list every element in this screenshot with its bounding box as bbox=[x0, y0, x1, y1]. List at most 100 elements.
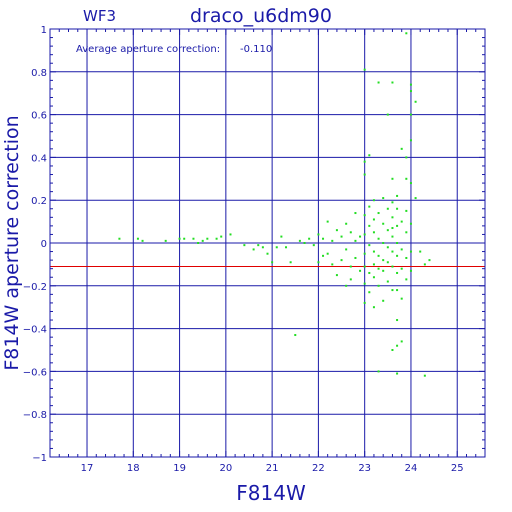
x-axis-label: F814W bbox=[236, 481, 306, 505]
data-point bbox=[368, 291, 371, 294]
data-point bbox=[391, 81, 394, 84]
data-point bbox=[289, 261, 292, 264]
data-point bbox=[391, 235, 394, 238]
data-point bbox=[220, 235, 223, 238]
data-point bbox=[382, 269, 385, 272]
data-point bbox=[386, 261, 389, 264]
y-tick-label: 0 bbox=[41, 239, 47, 250]
data-point bbox=[368, 244, 371, 247]
data-point bbox=[317, 233, 320, 236]
data-point bbox=[423, 263, 426, 266]
x-tick-label: 25 bbox=[451, 463, 464, 474]
data-point bbox=[409, 182, 412, 185]
detector-label: WF3 bbox=[83, 7, 116, 25]
data-point bbox=[363, 265, 366, 268]
data-point bbox=[345, 284, 348, 287]
data-point bbox=[141, 239, 144, 242]
data-point bbox=[368, 224, 371, 227]
data-point bbox=[391, 227, 394, 230]
data-point bbox=[377, 284, 380, 287]
x-tick-label: 17 bbox=[81, 463, 94, 474]
data-point bbox=[382, 242, 385, 244]
data-point bbox=[396, 242, 399, 244]
data-point bbox=[409, 222, 412, 225]
y-tick-label: −0.8 bbox=[23, 410, 47, 421]
y-tick-label: 1 bbox=[41, 25, 47, 36]
data-point bbox=[400, 220, 403, 223]
data-point bbox=[396, 319, 399, 322]
y-tick-label: −0.4 bbox=[23, 325, 47, 336]
y-axis-label: F814W aperture correction bbox=[1, 115, 23, 370]
data-point bbox=[405, 231, 408, 234]
data-point bbox=[275, 246, 278, 249]
data-point bbox=[285, 246, 288, 249]
y-tick-label: −0.2 bbox=[23, 282, 47, 293]
data-point bbox=[372, 250, 375, 253]
data-point bbox=[192, 237, 195, 240]
data-point bbox=[382, 197, 385, 200]
x-tick-label: 22 bbox=[312, 463, 325, 474]
data-point bbox=[363, 214, 366, 217]
data-point bbox=[391, 250, 394, 253]
data-point bbox=[400, 267, 403, 270]
y-tick-label: 0.8 bbox=[31, 68, 47, 79]
y-tick-label: 0.4 bbox=[31, 153, 47, 164]
y-tick-label: −1 bbox=[32, 453, 47, 464]
data-point bbox=[354, 239, 357, 242]
data-point bbox=[391, 349, 394, 351]
data-point bbox=[368, 205, 371, 208]
data-point bbox=[372, 231, 375, 234]
grid-lines bbox=[50, 29, 485, 457]
data-point bbox=[178, 237, 181, 240]
data-point bbox=[261, 246, 264, 249]
data-point bbox=[423, 374, 426, 377]
data-point bbox=[271, 261, 274, 264]
data-point bbox=[396, 224, 399, 227]
data-point bbox=[396, 271, 399, 274]
data-point bbox=[405, 256, 408, 259]
data-point bbox=[409, 250, 412, 253]
data-point bbox=[396, 372, 399, 375]
data-point bbox=[345, 248, 348, 251]
data-point bbox=[391, 289, 394, 292]
data-point bbox=[349, 265, 352, 268]
data-point bbox=[405, 209, 408, 212]
data-point bbox=[349, 278, 352, 281]
data-point bbox=[386, 113, 389, 116]
data-point bbox=[414, 100, 417, 103]
data-point bbox=[396, 289, 399, 292]
data-point bbox=[409, 269, 412, 272]
data-point bbox=[405, 278, 408, 281]
data-point bbox=[409, 139, 412, 142]
x-tick-label: 19 bbox=[173, 463, 186, 474]
data-point bbox=[303, 242, 306, 244]
data-point bbox=[229, 233, 232, 236]
data-point bbox=[377, 370, 380, 373]
data-point bbox=[363, 252, 366, 255]
data-point bbox=[405, 32, 408, 35]
data-point bbox=[298, 239, 301, 242]
data-point bbox=[377, 254, 380, 257]
data-point bbox=[326, 252, 329, 255]
average-correction-value: -0.110 bbox=[240, 44, 272, 55]
data-point bbox=[354, 212, 357, 215]
data-point bbox=[363, 282, 366, 285]
data-point bbox=[396, 254, 399, 257]
y-tick-label: 0.6 bbox=[31, 111, 47, 122]
data-point bbox=[317, 261, 320, 264]
data-point bbox=[396, 194, 399, 197]
data-point bbox=[359, 235, 362, 238]
data-point bbox=[419, 250, 422, 253]
data-point bbox=[280, 235, 283, 238]
data-point bbox=[266, 252, 269, 255]
x-tick-label: 24 bbox=[405, 463, 418, 474]
y-tick-label: 0.2 bbox=[31, 196, 47, 207]
y-tick-label: −0.6 bbox=[23, 367, 47, 378]
data-point bbox=[372, 306, 375, 309]
data-point bbox=[409, 90, 412, 93]
data-point bbox=[252, 248, 255, 251]
data-point bbox=[391, 201, 394, 204]
data-point bbox=[400, 340, 403, 343]
